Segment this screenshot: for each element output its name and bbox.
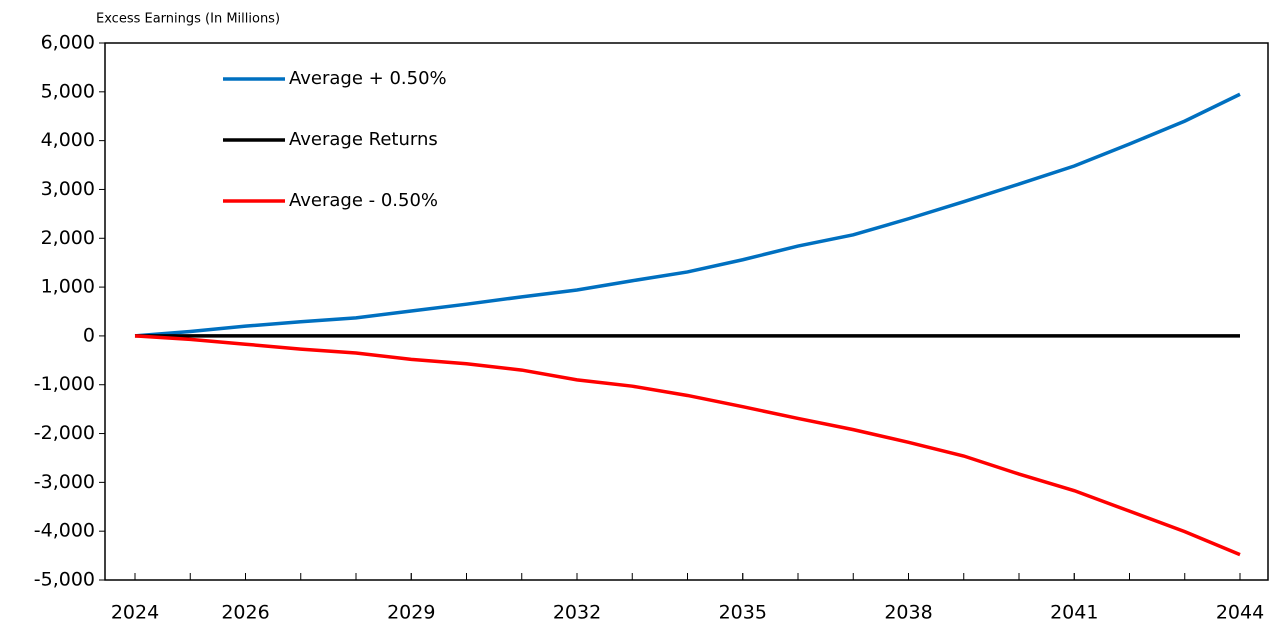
x-tick-label: 2029 bbox=[387, 602, 435, 624]
x-tick-label: 2026 bbox=[221, 602, 269, 624]
x-tick-label: 2041 bbox=[1050, 602, 1098, 624]
y-tick-label: -1,000 bbox=[34, 373, 95, 395]
plot-frame bbox=[104, 42, 1269, 581]
y-tick-label: 0 bbox=[83, 324, 95, 346]
y-tick-label: 2,000 bbox=[41, 227, 95, 249]
y-tick-label: -4,000 bbox=[34, 520, 95, 542]
y-tick-label: -2,000 bbox=[34, 422, 95, 444]
x-tick-label: 2035 bbox=[719, 602, 767, 624]
series-line bbox=[134, 334, 1241, 557]
y-tick-label: 1,000 bbox=[41, 276, 95, 298]
legend-label: Average + 0.50% bbox=[289, 68, 447, 89]
y-tick-label: -3,000 bbox=[34, 471, 95, 493]
y-tick-label: 6,000 bbox=[41, 32, 95, 54]
y-tick-label: 5,000 bbox=[41, 80, 95, 102]
y-tick-label: 3,000 bbox=[41, 178, 95, 200]
y-tick-label: 4,000 bbox=[41, 129, 95, 151]
legend-label: Average Returns bbox=[289, 129, 438, 150]
series-line bbox=[134, 92, 1241, 338]
x-tick-label: 2044 bbox=[1216, 602, 1264, 624]
x-tick-label: 2032 bbox=[553, 602, 601, 624]
x-tick-label: 2024 bbox=[111, 602, 159, 624]
y-axis-label: Excess Earnings (In Millions) bbox=[96, 12, 280, 27]
y-tick-label: -5,000 bbox=[34, 569, 95, 591]
legend-label: Average - 0.50% bbox=[289, 190, 438, 211]
x-tick-label: 2038 bbox=[884, 602, 932, 624]
